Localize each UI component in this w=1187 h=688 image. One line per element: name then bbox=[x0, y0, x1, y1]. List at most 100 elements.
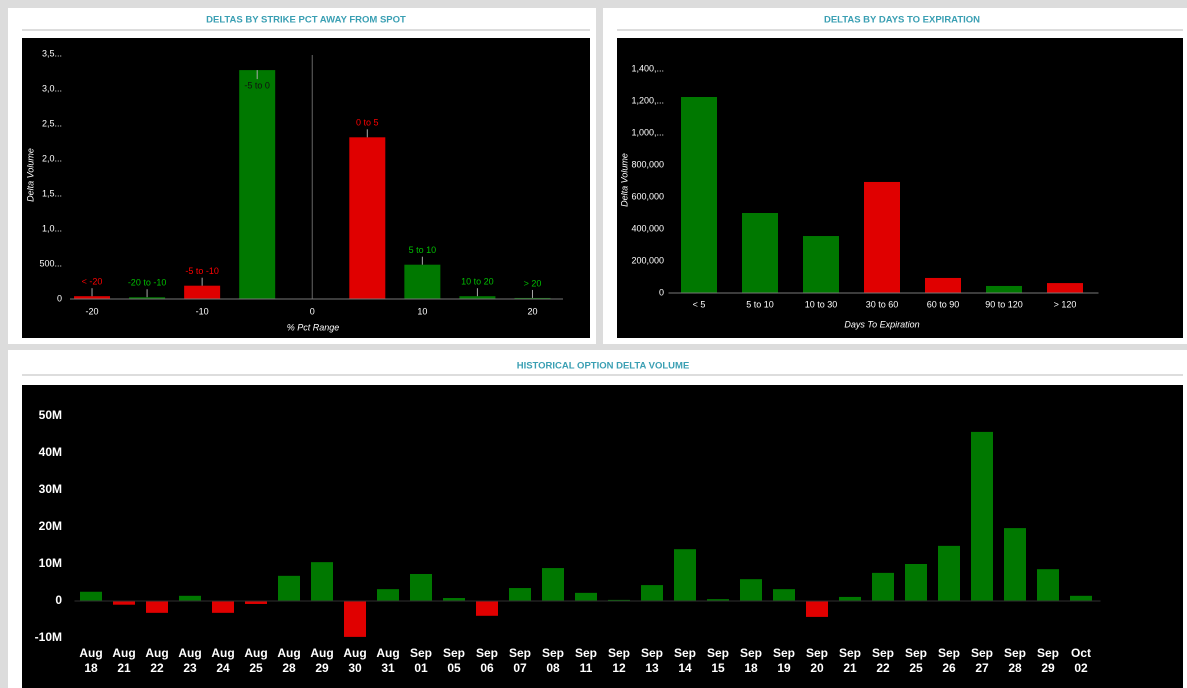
bar bbox=[129, 297, 166, 299]
bar bbox=[476, 601, 498, 616]
x-tick-label-line: 30 bbox=[348, 661, 362, 675]
x-tick-label-line: 01 bbox=[414, 661, 428, 675]
x-tick-label: Aug 29 bbox=[310, 646, 333, 675]
x-tick-label-line: 18 bbox=[744, 661, 758, 675]
plot-area bbox=[22, 38, 590, 338]
bar bbox=[803, 236, 839, 293]
x-tick-label: -10 bbox=[196, 306, 209, 316]
x-tick-label-line: Sep bbox=[443, 646, 465, 660]
x-tick-label-line: Aug bbox=[145, 646, 168, 660]
x-tick-label: -20 bbox=[86, 306, 99, 316]
x-tick-label: 20 bbox=[527, 306, 537, 316]
x-tick-label: Sep 18 bbox=[740, 646, 762, 675]
y-tick-label: 10M bbox=[39, 556, 62, 570]
x-tick-label: 30 to 60 bbox=[866, 299, 899, 309]
x-tick-label: Sep 20 bbox=[806, 646, 828, 675]
y-tick-label: 40M bbox=[39, 445, 62, 459]
x-tick-label: Sep 19 bbox=[773, 646, 795, 675]
x-tick-label-line: 08 bbox=[546, 661, 560, 675]
x-tick-label: 0 bbox=[310, 306, 315, 316]
x-tick-label-line: 21 bbox=[117, 661, 131, 675]
x-tick-label: Sep 13 bbox=[641, 646, 663, 675]
bar bbox=[707, 599, 729, 601]
y-tick-label: 2,0... bbox=[42, 153, 62, 163]
x-tick-label: 60 to 90 bbox=[927, 299, 960, 309]
x-tick-label-line: Sep bbox=[542, 646, 564, 660]
data-label: < -20 bbox=[82, 277, 103, 287]
data-label: -20 to -10 bbox=[128, 278, 167, 288]
x-tick-label-line: 23 bbox=[183, 661, 197, 675]
bar bbox=[344, 601, 366, 637]
y-tick-label: 1,400,... bbox=[631, 63, 664, 73]
x-tick-label: Aug 24 bbox=[211, 646, 234, 675]
bar bbox=[311, 562, 333, 601]
x-tick-label: 10 to 30 bbox=[805, 299, 838, 309]
data-label: 10 to 20 bbox=[461, 277, 494, 287]
panel-title: DELTAS BY STRIKE PCT AWAY FROM SPOT bbox=[206, 15, 406, 26]
x-tick-label-line: 24 bbox=[216, 661, 230, 675]
x-tick-label-line: 31 bbox=[381, 661, 395, 675]
x-tick-label: Aug 28 bbox=[277, 646, 300, 675]
x-tick-label-line: 15 bbox=[711, 661, 725, 675]
x-tick-label: Sep 27 bbox=[971, 646, 993, 675]
x-tick-label-line: 26 bbox=[942, 661, 956, 675]
x-tick-label-line: Sep bbox=[476, 646, 498, 660]
bar bbox=[212, 601, 234, 613]
bar bbox=[1004, 528, 1026, 601]
x-tick-label: 10 bbox=[417, 306, 427, 316]
x-tick-label: Sep 26 bbox=[938, 646, 960, 675]
x-tick-label-line: Sep bbox=[740, 646, 762, 660]
x-tick-label: Sep 01 bbox=[410, 646, 432, 675]
x-tick-label: Oct 02 bbox=[1071, 646, 1091, 675]
x-tick-label-line: Aug bbox=[211, 646, 234, 660]
bar bbox=[377, 589, 399, 601]
x-tick-label-line: Sep bbox=[509, 646, 531, 660]
x-tick-label-line: 05 bbox=[447, 661, 461, 675]
bar bbox=[986, 285, 1022, 293]
x-tick-label: Sep 28 bbox=[1004, 646, 1026, 675]
x-tick-label-line: 21 bbox=[843, 661, 857, 675]
x-tick-label-line: 28 bbox=[1008, 661, 1022, 675]
bar bbox=[74, 296, 111, 299]
bar bbox=[113, 601, 135, 605]
x-tick-label-line: 18 bbox=[84, 661, 98, 675]
x-tick-label-line: Sep bbox=[575, 646, 597, 660]
x-tick-label-line: Sep bbox=[1004, 646, 1026, 660]
bar bbox=[839, 596, 861, 601]
x-tick-label: Aug 30 bbox=[343, 646, 366, 675]
panel-title: DELTAS BY DAYS TO EXPIRATION bbox=[824, 15, 980, 26]
y-axis-title: Delta Volume bbox=[25, 148, 35, 202]
x-tick-label-line: Sep bbox=[641, 646, 663, 660]
x-tick-label: Aug 21 bbox=[112, 646, 135, 675]
x-tick-label: Sep 11 bbox=[575, 646, 597, 675]
bar bbox=[239, 70, 276, 299]
x-tick-label-line: 12 bbox=[612, 661, 626, 675]
x-tick-label-line: Aug bbox=[310, 646, 333, 660]
x-tick-label-line: 22 bbox=[150, 661, 164, 675]
y-tick-label: 400,000 bbox=[631, 223, 664, 233]
x-tick-label-line: Aug bbox=[79, 646, 102, 660]
bar bbox=[938, 545, 960, 601]
x-tick-label: > 120 bbox=[1054, 299, 1077, 309]
bar bbox=[542, 568, 564, 601]
panel-title: HISTORICAL OPTION DELTA VOLUME bbox=[517, 361, 690, 372]
x-tick-label: Sep 21 bbox=[839, 646, 861, 675]
x-tick-label-line: 25 bbox=[249, 661, 263, 675]
y-tick-label: 3,0... bbox=[42, 83, 62, 93]
x-tick-label-line: Aug bbox=[178, 646, 201, 660]
x-tick-label-line: Sep bbox=[773, 646, 795, 660]
y-tick-label: 30M bbox=[39, 482, 62, 496]
x-tick-label: Aug 18 bbox=[79, 646, 102, 675]
bar bbox=[864, 181, 900, 293]
x-tick-label: Sep 07 bbox=[509, 646, 531, 675]
y-tick-label: 800,000 bbox=[631, 159, 664, 169]
x-tick-label-line: Oct bbox=[1071, 646, 1091, 660]
y-tick-label: 50M bbox=[39, 408, 62, 422]
x-tick-label-line: Sep bbox=[971, 646, 993, 660]
x-tick-label-line: 02 bbox=[1074, 661, 1088, 675]
x-tick-label-line: 27 bbox=[975, 661, 989, 675]
x-axis-title: % Pct Range bbox=[287, 322, 340, 332]
bar bbox=[443, 598, 465, 601]
bar bbox=[806, 601, 828, 617]
